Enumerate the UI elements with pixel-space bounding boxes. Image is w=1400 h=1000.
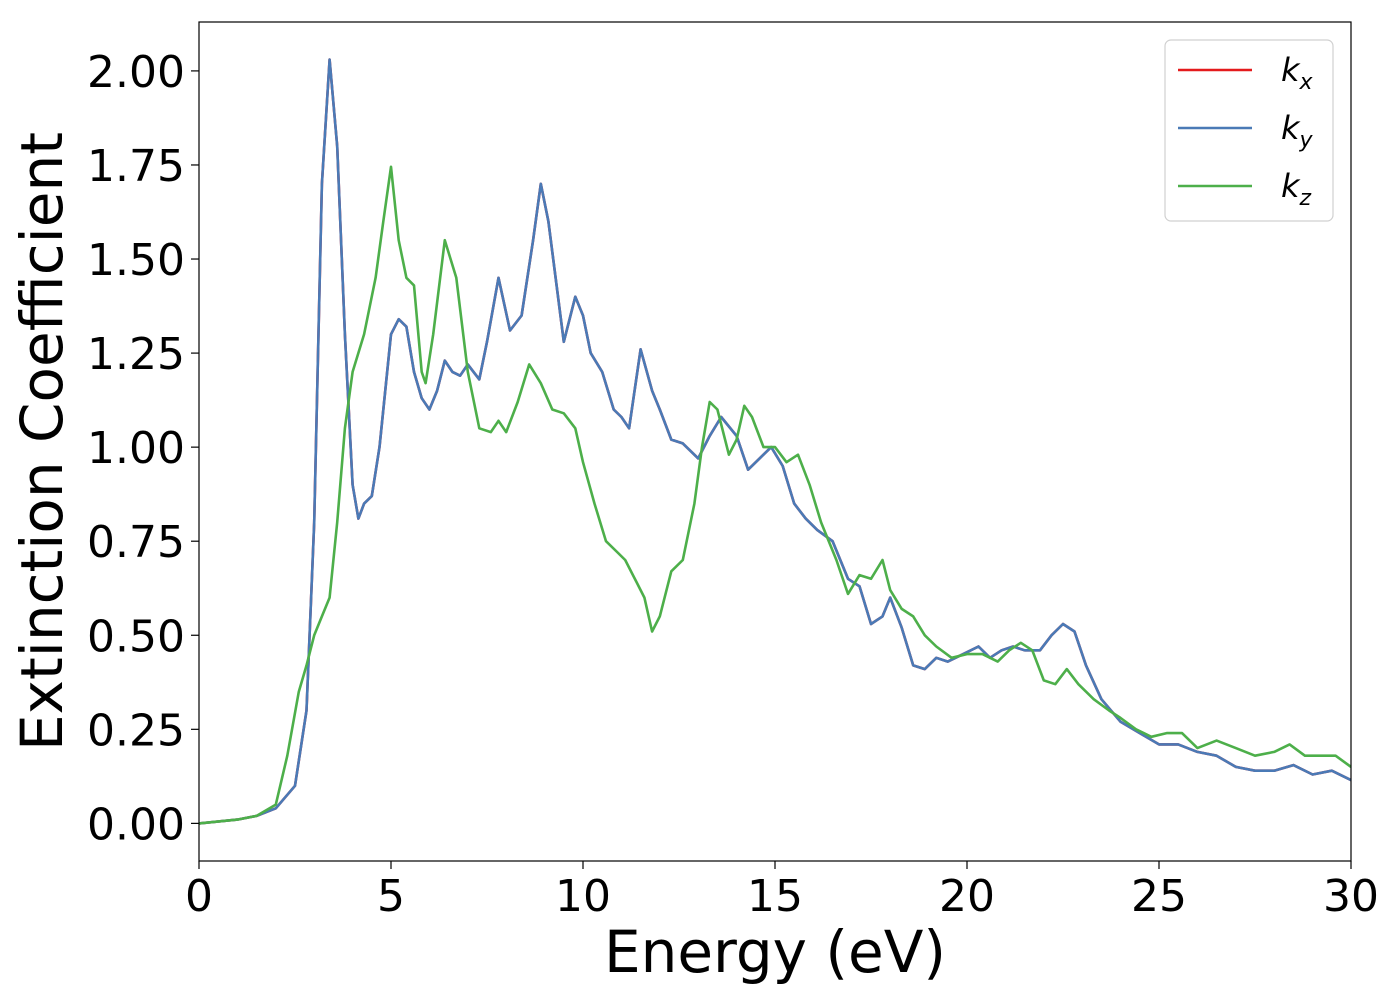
x-tick-label: 0 — [185, 871, 213, 922]
x-tick-label: 25 — [1131, 871, 1187, 922]
legend-label-z: kz — [1281, 167, 1312, 211]
x-tick-label: 30 — [1323, 871, 1379, 922]
y-tick-label: 0.00 — [87, 799, 185, 850]
y-axis-label: Extinction Coefficient — [8, 132, 76, 751]
x-tick-label: 15 — [747, 871, 803, 922]
legend-label-y: ky — [1281, 109, 1314, 153]
legend: kx ky kz — [1164, 39, 1334, 222]
y-tick-label: 1.50 — [87, 235, 185, 286]
y-tick-label: 1.00 — [87, 423, 185, 474]
legend-label-x: kx — [1281, 51, 1314, 95]
x-tick-label: 10 — [555, 871, 611, 922]
x-axis: 0 5 10 15 20 25 30 — [185, 861, 1379, 922]
x-tick-label: 5 — [377, 871, 405, 922]
x-axis-label: Energy (eV) — [604, 918, 946, 986]
y-tick-label: 2.00 — [87, 47, 185, 98]
x-tick-label: 20 — [939, 871, 995, 922]
y-tick-label: 0.50 — [87, 611, 185, 662]
series-line-y — [199, 58, 1351, 825]
y-tick-label: 0.25 — [87, 705, 185, 756]
legend-box — [1164, 39, 1334, 222]
series-layer — [199, 58, 1351, 825]
y-tick-label: 0.75 — [87, 517, 185, 568]
y-axis: 0.00 0.25 0.50 0.75 1.00 1.25 1.50 1.75 2.00 — [87, 47, 199, 850]
y-tick-label: 1.25 — [87, 329, 185, 380]
series-line-z — [199, 165, 1351, 825]
y-tick-label: 1.75 — [87, 141, 185, 192]
